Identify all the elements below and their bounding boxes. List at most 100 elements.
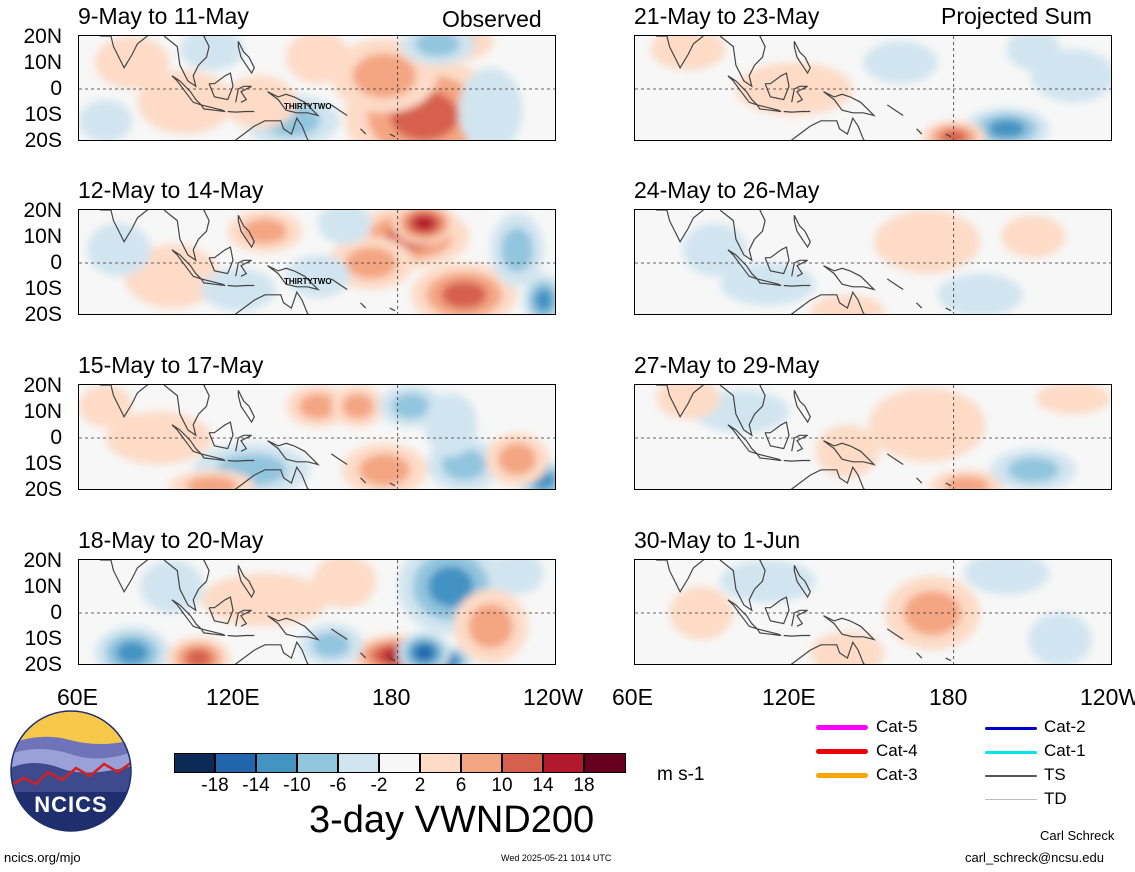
- colorbar-swatch: [338, 753, 379, 773]
- colorbar-swatch: [502, 753, 543, 773]
- legend-label: Cat-2: [1044, 717, 1086, 736]
- lat-label: 0: [50, 77, 62, 100]
- observed-map-3: [78, 384, 556, 490]
- lon-label: 180: [372, 684, 411, 710]
- projected-map-4: [634, 559, 1112, 665]
- lat-label: 10S: [24, 103, 62, 126]
- legend-swatch-ts: [985, 775, 1037, 777]
- anomaly-contour: [116, 641, 149, 664]
- colorbar-swatch: [174, 753, 215, 773]
- anomaly-contour: [498, 443, 537, 476]
- legend-label: Cat-3: [876, 765, 918, 784]
- anomaly-contour: [179, 36, 244, 71]
- colorbar-tick: -6: [329, 775, 347, 796]
- projected-panel-3-title: 27-May to 29-May: [634, 352, 820, 378]
- legend-swatch-td: [985, 799, 1037, 800]
- footer-author: Carl Schreck: [1040, 828, 1115, 843]
- anomaly-field: [635, 560, 1111, 664]
- lat-label: 10N: [23, 51, 62, 74]
- observed-map-4: [78, 559, 556, 665]
- colorbar-swatch: [297, 753, 338, 773]
- projected-map-2: [634, 209, 1112, 315]
- anomaly-contour: [863, 41, 938, 84]
- lat-label: 20N: [23, 199, 62, 222]
- footer-email: carl_schreck@ncsu.edu: [965, 850, 1104, 865]
- anomaly-contour: [874, 210, 981, 274]
- anomaly-contour: [490, 560, 544, 595]
- projected-panel-2-title: 24-May to 26-May: [634, 177, 820, 203]
- projected-map-1: [634, 35, 1112, 141]
- lat-label: 20N: [23, 549, 62, 572]
- anomaly-contour: [312, 560, 377, 608]
- anomaly-contour: [682, 223, 747, 277]
- anomaly-contour: [1027, 613, 1092, 664]
- legend-swatch-cat2: [985, 727, 1037, 730]
- observed-panel-4-title: 18-May to 20-May: [78, 527, 264, 553]
- anomaly-contour: [903, 590, 962, 636]
- colorbar-tick: 2: [414, 775, 426, 796]
- anomaly-contour: [468, 603, 513, 649]
- lon-label: 120E: [762, 684, 816, 710]
- anomaly-contour: [242, 218, 288, 244]
- anomaly-contour: [94, 36, 170, 89]
- lat-label: 10N: [23, 225, 62, 248]
- anomaly-contour: [1001, 215, 1066, 258]
- lon-label: 120W: [523, 684, 584, 710]
- colorbar-tick: 10: [491, 775, 513, 796]
- lat-label: 10N: [23, 575, 62, 598]
- anomaly-contour: [719, 560, 816, 603]
- legend-swatch-cat3: [816, 773, 868, 778]
- lat-label: 10S: [24, 452, 62, 475]
- anomaly-contour: [944, 476, 990, 489]
- lon-label: 180: [929, 684, 968, 710]
- lat-label: 20S: [24, 129, 62, 152]
- anomaly-contour: [391, 393, 431, 419]
- legend-label: TD: [1044, 789, 1067, 808]
- legend-label: Cat-5: [876, 717, 918, 736]
- anomaly-contour: [312, 632, 351, 658]
- anomaly-contour: [341, 393, 374, 419]
- anomaly-field: [79, 560, 555, 664]
- ncics-logo: NCICS: [10, 710, 132, 832]
- anomaly-field: [79, 385, 555, 489]
- anomaly-contour: [964, 560, 1050, 595]
- units-label: m s-1: [657, 764, 705, 785]
- anomaly-contour: [458, 67, 523, 140]
- anomaly-contour: [501, 227, 534, 273]
- anomaly-contour: [1007, 457, 1059, 483]
- lat-label: 20S: [24, 303, 62, 326]
- projected-sum-label: Projected Sum: [941, 3, 1092, 29]
- anomaly-contour: [298, 393, 338, 419]
- projected-panel-1-title: 21-May to 23-May: [634, 3, 820, 29]
- anomaly-contour: [79, 99, 133, 140]
- anomaly-contour: [441, 448, 487, 481]
- observed-label: Observed: [442, 6, 542, 32]
- anomaly-contour: [201, 573, 329, 627]
- colorbar-tick: -10: [283, 775, 311, 796]
- lat-label: 10N: [23, 400, 62, 423]
- anomaly-contour: [441, 281, 487, 309]
- lat-label: 20S: [24, 478, 62, 501]
- anomaly-contour: [317, 210, 372, 245]
- legend-label: TS: [1044, 765, 1066, 784]
- lat-label: 10S: [24, 277, 62, 300]
- anomaly-contour: [352, 53, 417, 99]
- lat-label: 20N: [23, 374, 62, 397]
- colorbar-swatch: [584, 753, 626, 773]
- anomaly-contour: [79, 385, 133, 428]
- anomaly-field: [635, 385, 1111, 489]
- anomaly-contour: [810, 631, 885, 664]
- anomaly-contour: [201, 268, 276, 311]
- anomaly-contour: [415, 645, 434, 660]
- colorbar-tick: 6: [455, 775, 467, 796]
- lon-label: 120W: [1080, 684, 1135, 710]
- projected-panel-4-title: 30-May to 1-Jun: [634, 527, 801, 553]
- lon-label: 60E: [57, 684, 98, 710]
- anomaly-contour: [184, 648, 213, 664]
- colorbar-tick: -14: [242, 775, 270, 796]
- anomaly-contour: [1006, 36, 1060, 71]
- anomaly-contour: [988, 119, 1025, 138]
- colorbar-swatch: [543, 753, 584, 773]
- legend-swatch-cat1: [985, 751, 1037, 754]
- footer-timestamp: Wed 2025-05-21 1014 UTC: [501, 853, 612, 863]
